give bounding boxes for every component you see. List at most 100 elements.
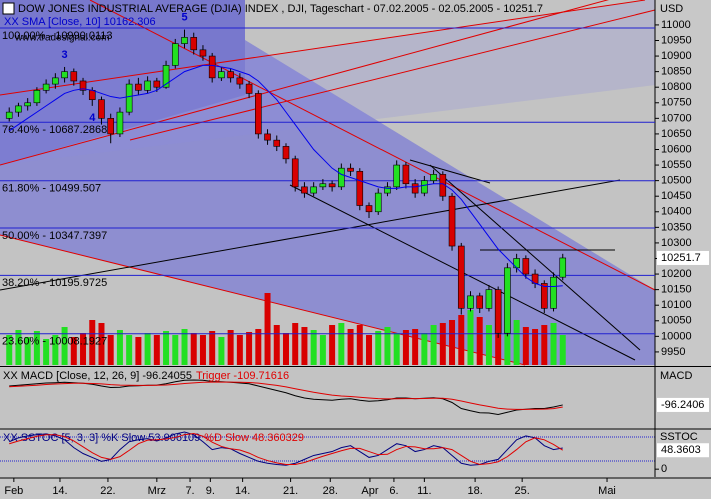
volume-bar (347, 329, 354, 365)
volume-bar (449, 320, 456, 365)
volume-bar (513, 320, 520, 365)
trend-line (429, 164, 641, 351)
candle-body (171, 43, 179, 66)
chart-icon (2, 2, 15, 15)
volume-bar (15, 330, 22, 365)
trend-line (409, 159, 491, 184)
candle-body (61, 71, 68, 79)
candle-body (88, 90, 96, 100)
x-tick-label: 14. (52, 485, 67, 497)
candle-body (153, 80, 161, 88)
trend-line (0, 234, 526, 366)
candle-body (384, 186, 391, 194)
trend-line (0, 0, 610, 166)
candle-body (273, 139, 281, 147)
x-tick-label: Feb (4, 485, 23, 497)
volume-bar (24, 337, 31, 365)
volume-bar (393, 333, 400, 365)
trend-line (0, 0, 646, 96)
y-tick-label: 10950 (661, 34, 692, 46)
x-tick-label: 14. (235, 485, 250, 497)
volume-bar (485, 325, 492, 365)
candle-body (301, 186, 308, 194)
candle-body (264, 133, 271, 141)
volume-bar (338, 323, 345, 365)
x-tick-label: 28. (323, 485, 338, 497)
rising-channel-shade (0, 0, 655, 165)
x-tick-label: 25. (515, 485, 530, 497)
volume-bar (190, 333, 197, 365)
candle-body (52, 77, 59, 85)
volume-bar (375, 331, 382, 365)
candle-body (181, 37, 188, 44)
volume-bar (255, 329, 262, 365)
candle-body (457, 245, 465, 309)
indicator-label: XX MACD [Close, 12, 26, 9] -96.24055 (3, 370, 192, 382)
candle-body (494, 289, 502, 334)
volume-bar (458, 315, 465, 365)
candle-body (24, 102, 31, 107)
candle-body (162, 65, 170, 88)
y-tick-label: 11000 (661, 19, 691, 31)
fib-label: 38.20% - 10195.9725 (2, 277, 107, 289)
volume-bar (310, 330, 317, 365)
wave-label: 4 (89, 112, 96, 124)
candle-body (338, 167, 345, 188)
volume-bar (421, 333, 428, 365)
x-tick-label: Apr (361, 485, 378, 497)
candle-body (116, 111, 124, 135)
volume-bar (504, 320, 511, 365)
y-tick-label: 10750 (661, 97, 692, 109)
volume-bar (218, 337, 225, 365)
volume-bar (430, 325, 437, 365)
x-tick-label: 6. (389, 485, 398, 497)
x-tick-label: 22. (100, 485, 115, 497)
volume-bar (89, 320, 96, 365)
volume-bar (80, 333, 87, 365)
candle-body (365, 205, 373, 213)
candle-body (540, 283, 548, 309)
volume-bar (541, 325, 548, 365)
candle-body (291, 158, 299, 188)
candle-body (125, 83, 133, 113)
volume-bar (412, 329, 419, 365)
candle-body (107, 118, 115, 135)
volume-bar (495, 323, 502, 365)
indicator-line (9, 379, 563, 416)
y-tick-label: 10150 (661, 284, 692, 296)
y-tick-label: 10350 (661, 221, 692, 233)
y-tick-label: 10500 (661, 175, 692, 187)
volume-bar (366, 335, 373, 365)
channel-shade (0, 0, 655, 365)
wave-label: 5 (181, 11, 187, 23)
indicator-line (9, 381, 563, 410)
indicator-label: %D Slow 48.360329 (204, 432, 304, 444)
currency: USD (660, 3, 683, 15)
fib-label: 76.40% - 10687.2868 (2, 124, 107, 136)
candle-body (227, 71, 234, 79)
volume-bar (135, 337, 142, 365)
candle-body (144, 80, 151, 91)
candle-body (328, 183, 336, 188)
trend-line (129, 9, 656, 141)
candle-body (421, 180, 428, 194)
fib-label: 23.60% - 10008.1927 (2, 336, 107, 348)
candle-body (208, 55, 216, 79)
y-tick-label: 10700 (661, 112, 692, 124)
candle-body (70, 71, 78, 82)
volume-bar (236, 335, 243, 365)
candle-body (42, 83, 50, 91)
volume-bar (144, 333, 151, 365)
trend-line (0, 179, 621, 291)
watermark: www.tradesignal.com (14, 33, 109, 44)
candle-body (79, 80, 87, 91)
volume-bar (356, 325, 363, 365)
y-tick-label: 10850 (661, 66, 692, 78)
volume-bar (282, 333, 289, 365)
volume-bar (172, 335, 179, 365)
x-tick-label: 11. (417, 485, 431, 497)
last-value: 10251.7 (661, 252, 701, 264)
y-tick-label: 10550 (661, 159, 692, 171)
